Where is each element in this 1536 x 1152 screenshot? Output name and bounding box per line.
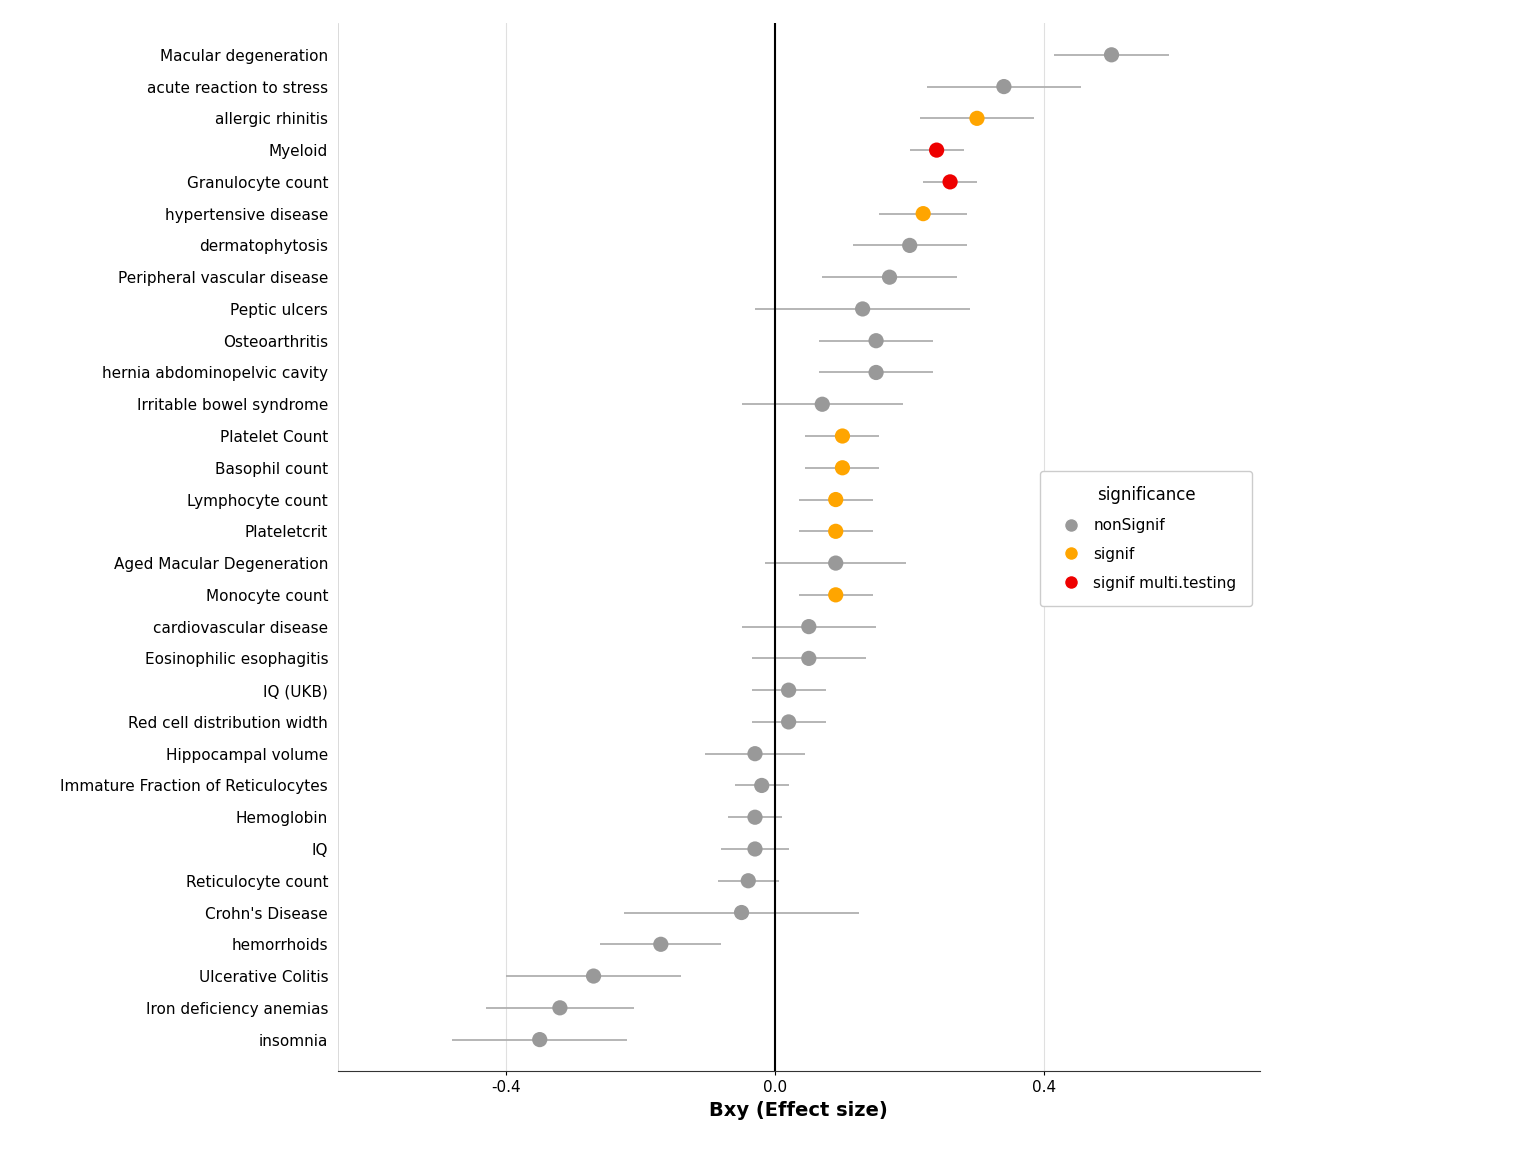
Point xyxy=(776,681,800,699)
Point xyxy=(829,458,854,477)
Point xyxy=(527,1030,551,1048)
Point xyxy=(829,426,854,445)
Point xyxy=(750,776,774,795)
Point xyxy=(823,554,848,573)
Point xyxy=(648,935,673,954)
Point xyxy=(743,808,768,826)
Point xyxy=(730,903,754,922)
Point xyxy=(743,744,768,763)
Point xyxy=(823,491,848,509)
Point xyxy=(1100,46,1124,65)
Point xyxy=(851,300,876,318)
Point xyxy=(797,617,822,636)
Point xyxy=(736,872,760,890)
Point xyxy=(863,332,888,350)
Point xyxy=(965,109,989,128)
Point xyxy=(992,77,1017,96)
Point xyxy=(743,840,768,858)
Point xyxy=(925,141,949,159)
Point xyxy=(581,967,605,985)
Point xyxy=(809,395,834,414)
Point xyxy=(877,268,902,287)
Point xyxy=(776,713,800,732)
Point xyxy=(897,236,922,255)
Point xyxy=(797,650,822,668)
Point xyxy=(823,585,848,604)
Point xyxy=(823,522,848,540)
Point xyxy=(863,363,888,381)
Legend: nonSignif, signif, signif multi.testing: nonSignif, signif, signif multi.testing xyxy=(1040,471,1252,606)
Point xyxy=(938,173,963,191)
X-axis label: Bxy (Effect size): Bxy (Effect size) xyxy=(710,1101,888,1120)
Point xyxy=(548,999,573,1017)
Point xyxy=(911,204,935,222)
